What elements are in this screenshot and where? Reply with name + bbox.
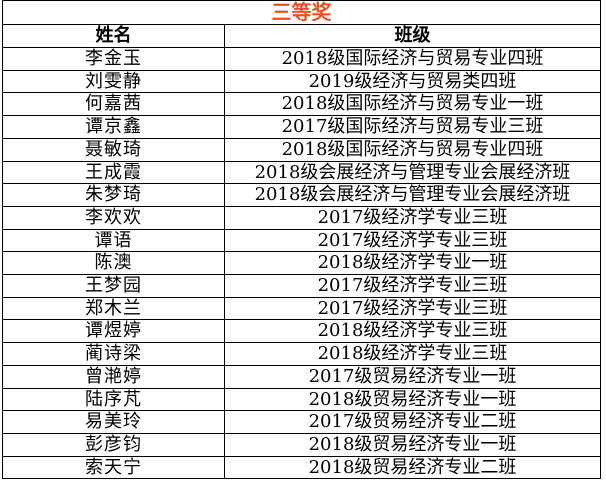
name-cell: 陆序芃 <box>2 387 225 412</box>
column-header-name: 姓名 <box>2 24 225 48</box>
name-cell: 索天宁 <box>2 455 225 480</box>
name-cell: 王成霞 <box>2 160 225 185</box>
table-title: 三等奖 <box>2 0 601 25</box>
table-row: 朱梦琦 2018级会展经济与管理专业会展经济班 <box>2 183 601 207</box>
class-cell: 2018级经济学专业三班 <box>224 342 601 366</box>
table-row: 陆序芃 2018级贸易经济专业一班 <box>2 387 601 412</box>
name-cell: 何嘉茜 <box>2 92 225 117</box>
class-cell: 2018级贸易经济专业一班 <box>224 387 601 412</box>
name-cell: 李欢欢 <box>2 205 225 230</box>
class-cell: 2017级经济学专业三班 <box>224 228 601 253</box>
name-cell: 谭煜婷 <box>2 319 225 344</box>
table-head: 三等奖 姓名 班级 <box>2 0 601 48</box>
name-cell: 聂敏琦 <box>2 137 225 162</box>
class-cell: 2018级经济学专业三班 <box>224 319 601 344</box>
class-cell: 2018级经济学专业一班 <box>224 251 601 276</box>
class-cell: 2018级贸易经济专业二班 <box>224 455 601 480</box>
class-cell: 2018级会展经济与管理专业会展经济班 <box>224 183 601 207</box>
name-cell: 刘雯静 <box>2 69 225 94</box>
name-cell: 彭彦钧 <box>2 432 225 457</box>
title-row: 三等奖 <box>2 0 601 25</box>
class-cell: 2017级经济学专业三班 <box>224 274 601 298</box>
header-row: 姓名 班级 <box>2 24 601 48</box>
name-cell: 李金玉 <box>2 47 225 71</box>
class-cell: 2018级贸易经济专业一班 <box>224 432 601 457</box>
class-cell: 2017级经济学专业三班 <box>224 205 601 230</box>
class-cell: 2018级会展经济与管理专业会展经济班 <box>224 160 601 185</box>
table-row: 谭语 2017级经济学专业三班 <box>2 228 601 253</box>
name-cell: 陈澳 <box>2 251 225 276</box>
class-cell: 2018级国际经济与贸易专业四班 <box>224 47 601 71</box>
table-row: 曾滟婷 2017级贸易经济专业一班 <box>2 364 601 389</box>
column-header-class: 班级 <box>224 24 601 48</box>
class-cell: 2017级经济学专业三班 <box>224 296 601 321</box>
name-cell: 王梦园 <box>2 274 225 298</box>
table-row: 索天宁 2018级贸易经济专业二班 <box>2 455 601 480</box>
name-cell: 易美玲 <box>2 410 225 434</box>
name-cell: 谭京鑫 <box>2 115 225 139</box>
table-row: 郑木兰 2017级经济学专业三班 <box>2 296 601 321</box>
table-row: 蔺诗梁 2018级经济学专业三班 <box>2 342 601 366</box>
class-cell: 2018级国际经济与贸易专业四班 <box>224 137 601 162</box>
name-cell: 朱梦琦 <box>2 183 225 207</box>
name-cell: 曾滟婷 <box>2 364 225 389</box>
table-row: 王成霞 2018级会展经济与管理专业会展经济班 <box>2 160 601 185</box>
table-body: 李金玉 2018级国际经济与贸易专业四班 刘雯静 2019级经济与贸易类四班 何嘉茜 20… <box>2 47 601 480</box>
table-row: 李金玉 2018级国际经济与贸易专业四班 <box>2 47 601 71</box>
class-cell: 2017级贸易经济专业一班 <box>224 364 601 389</box>
table-row: 谭京鑫 2017级国际经济与贸易专业三班 <box>2 115 601 139</box>
class-cell: 2017级国际经济与贸易专业三班 <box>224 115 601 139</box>
table-row: 王梦园 2017级经济学专业三班 <box>2 274 601 298</box>
table-row: 李欢欢 2017级经济学专业三班 <box>2 205 601 230</box>
table-row: 彭彦钧 2018级贸易经济专业一班 <box>2 432 601 457</box>
name-cell: 谭语 <box>2 228 225 253</box>
name-cell: 蔺诗梁 <box>2 342 225 366</box>
name-cell: 郑木兰 <box>2 296 225 321</box>
table-row: 陈澳 2018级经济学专业一班 <box>2 251 601 276</box>
table-row: 何嘉茜 2018级国际经济与贸易专业一班 <box>2 92 601 117</box>
table-row: 谭煜婷 2018级经济学专业三班 <box>2 319 601 344</box>
table-row: 聂敏琦 2018级国际经济与贸易专业四班 <box>2 137 601 162</box>
table-row: 刘雯静 2019级经济与贸易类四班 <box>2 69 601 94</box>
class-cell: 2019级经济与贸易类四班 <box>224 69 601 94</box>
class-cell: 2018级国际经济与贸易专业一班 <box>224 92 601 117</box>
table-row: 易美玲 2017级贸易经济专业二班 <box>2 410 601 434</box>
class-cell: 2017级贸易经济专业二班 <box>224 410 601 434</box>
